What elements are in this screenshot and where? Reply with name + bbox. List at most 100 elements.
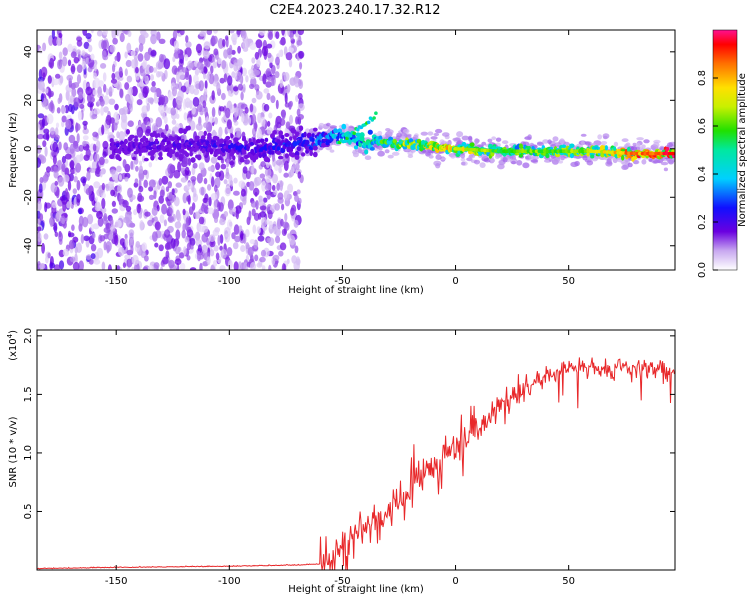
noise-cell — [74, 246, 78, 254]
noise-cell — [177, 53, 184, 59]
streak-cell — [352, 131, 357, 135]
noise-cell — [195, 231, 201, 242]
noise-cell — [249, 262, 256, 270]
noise-cell — [139, 160, 143, 166]
noise-cell — [207, 184, 212, 191]
ridge-cell — [289, 136, 293, 141]
snr-y-scale-suffix: ) — [8, 330, 19, 334]
colorbar-tick-label: 0.6 — [697, 118, 708, 134]
noise-cell — [152, 67, 158, 73]
noise-cell — [91, 113, 98, 120]
noise-cell — [266, 127, 274, 135]
noise-cell — [297, 93, 303, 100]
noise-cell — [253, 187, 260, 196]
noise-cell — [237, 57, 244, 66]
noise-cell — [136, 99, 143, 106]
ridge-cell — [270, 150, 275, 155]
noise-cell — [281, 30, 285, 36]
noise-cell — [39, 263, 46, 270]
noise-cell — [278, 250, 284, 257]
noise-cell — [55, 73, 61, 79]
halo-cell — [502, 156, 508, 163]
noise-cell — [99, 170, 103, 178]
ridge-cell — [123, 139, 128, 145]
noise-cell — [206, 256, 211, 266]
noise-cell — [94, 251, 100, 261]
noise-cell — [150, 50, 157, 57]
noise-cell — [235, 209, 239, 220]
noise-cell — [257, 235, 265, 242]
noise-cell — [88, 44, 93, 53]
halo-cell — [580, 140, 585, 146]
noise-cell — [96, 30, 103, 37]
noise-cell — [275, 56, 280, 66]
ridge-cell — [561, 144, 567, 149]
noise-cell — [175, 229, 181, 240]
noise-cell — [118, 131, 125, 141]
noise-cell — [105, 88, 110, 96]
noise-cell — [80, 234, 85, 244]
noise-cell — [90, 253, 96, 260]
noise-cell — [133, 182, 139, 188]
noise-cell — [184, 236, 190, 243]
noise-cell — [68, 239, 75, 250]
halo-cell — [329, 125, 337, 129]
halo-cell — [460, 157, 466, 162]
halo-cell — [570, 161, 579, 168]
halo-cell — [329, 149, 335, 153]
noise-cell — [58, 232, 63, 242]
noise-cell — [266, 237, 271, 243]
y-tick-label: -40 — [23, 238, 34, 254]
noise-cell — [196, 173, 203, 184]
noise-cell — [168, 191, 173, 202]
noise-cell — [256, 262, 263, 268]
noise-cell — [186, 242, 191, 251]
ridge-cell — [255, 139, 261, 144]
noise-cell — [181, 67, 187, 73]
noise-cell — [100, 63, 107, 69]
noise-cell — [245, 242, 250, 250]
halo-cell — [636, 137, 644, 141]
noise-cell — [151, 81, 156, 87]
noise-cell — [256, 59, 261, 68]
ridge-cell — [364, 149, 369, 155]
noise-cell — [102, 72, 107, 82]
noise-cell — [72, 82, 80, 88]
halo-cell — [480, 153, 488, 159]
noise-cell — [83, 41, 90, 50]
noise-cell — [81, 50, 86, 56]
noise-cell — [217, 57, 223, 65]
noise-cell — [224, 35, 229, 41]
ridge-cell — [143, 157, 149, 162]
noise-cell — [124, 51, 128, 59]
noise-cell — [190, 244, 194, 250]
noise-cell — [40, 93, 44, 103]
halo-cell — [636, 142, 641, 149]
ridge-cell — [203, 130, 207, 136]
ridge-cell — [178, 153, 184, 160]
halo-cell — [600, 141, 608, 145]
noise-cell — [255, 91, 263, 100]
noise-cell — [268, 264, 272, 270]
noise-cell — [42, 72, 46, 80]
ridge-cell — [241, 137, 247, 142]
noise-cell — [227, 199, 234, 211]
noise-cell — [42, 174, 49, 183]
ridge-cell — [353, 145, 359, 150]
noise-cell — [266, 120, 271, 127]
noise-cell — [161, 203, 168, 215]
noise-cell — [158, 38, 166, 44]
noise-cell — [283, 160, 289, 172]
noise-cell — [226, 119, 232, 130]
noise-cell — [147, 264, 154, 270]
noise-cell — [97, 216, 104, 227]
noise-cell — [261, 265, 266, 270]
noise-cell — [122, 159, 127, 169]
ridge-cell — [298, 125, 304, 131]
halo-cell — [420, 131, 428, 136]
ridge-cell — [284, 133, 290, 137]
noise-cell — [67, 43, 73, 53]
noise-cell — [258, 212, 262, 220]
noise-cell — [105, 114, 112, 126]
